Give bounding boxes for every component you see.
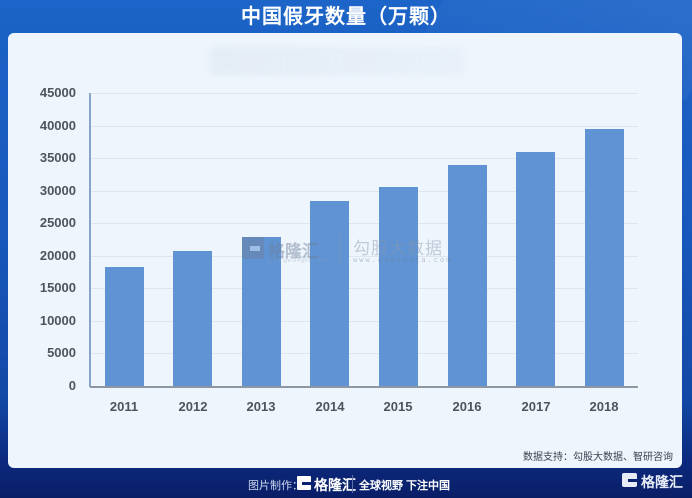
y-tick-label: 15000 xyxy=(39,280,76,295)
gridline xyxy=(90,223,638,224)
watermark: 格隆汇 www.gelonghui.com 勾股大数据 www.gogudata… xyxy=(240,234,450,268)
x-tick-label: 2014 xyxy=(315,399,345,414)
y-tick-label: 40000 xyxy=(39,118,76,133)
bar-2011 xyxy=(105,267,144,386)
watermark-partner: 勾股大数据 xyxy=(353,239,443,258)
gelonghui-logo-icon xyxy=(242,237,264,259)
x-tick-label: 2015 xyxy=(383,399,413,414)
gelonghui-logo-icon xyxy=(297,476,311,490)
bar-2018 xyxy=(585,129,624,386)
y-tick-label: 5000 xyxy=(47,345,76,360)
faded-title-artifact xyxy=(210,47,465,75)
y-tick-label: 25000 xyxy=(39,215,76,230)
y-axis xyxy=(89,93,91,387)
corner-logo: 格隆汇 xyxy=(622,472,686,490)
y-tick-label: 35000 xyxy=(39,150,76,165)
watermark-partner-url: www.gogudata.com xyxy=(353,256,453,264)
bar-2014 xyxy=(310,201,349,386)
gridline xyxy=(90,256,638,257)
x-tick-label: 2016 xyxy=(452,399,482,414)
source-note: 数据支持：勾股大数据、智研咨询 xyxy=(523,452,673,463)
bar-2015 xyxy=(379,187,418,386)
gridline xyxy=(90,191,638,192)
gridline xyxy=(90,288,638,289)
bar-2012 xyxy=(173,251,212,386)
y-tick-label: 10000 xyxy=(39,313,76,328)
watermark-divider xyxy=(340,234,341,264)
gelonghui-logo-icon xyxy=(622,473,637,487)
x-tick-label: 2018 xyxy=(589,399,619,414)
y-tick-label: 0 xyxy=(68,378,76,393)
x-tick-label: 2011 xyxy=(109,399,139,414)
footer-made-by-label: 图片制作： xyxy=(248,480,303,492)
x-tick-label: 2017 xyxy=(521,399,551,414)
footer-slogan: 全球视野 下注中国 xyxy=(359,480,451,492)
footer-divider xyxy=(352,475,353,493)
gridline xyxy=(90,126,638,127)
watermark-brand-url: www.gelonghui.com xyxy=(268,258,330,264)
gridline xyxy=(90,321,638,322)
x-tick-label: 2012 xyxy=(178,399,208,414)
watermark-brand: 格隆汇 xyxy=(268,242,319,261)
bar-2013 xyxy=(242,237,281,386)
gridline xyxy=(90,158,638,159)
page-title: 中国假牙数量（万颗） xyxy=(241,6,451,28)
y-tick-label: 45000 xyxy=(39,85,76,100)
bar-2016 xyxy=(448,165,487,386)
y-tick-label: 30000 xyxy=(39,183,76,198)
corner-brand: 格隆汇 xyxy=(641,474,683,490)
y-tick-label: 20000 xyxy=(39,248,76,263)
bar-2017 xyxy=(516,152,555,386)
gridline xyxy=(90,353,638,354)
x-axis xyxy=(90,386,638,388)
gridline xyxy=(90,93,638,94)
footer: 图片制作： 格隆汇 全球视野 下注中国 xyxy=(0,472,692,498)
x-tick-label: 2013 xyxy=(246,399,276,414)
footer-brand: 格隆汇 xyxy=(314,477,356,493)
